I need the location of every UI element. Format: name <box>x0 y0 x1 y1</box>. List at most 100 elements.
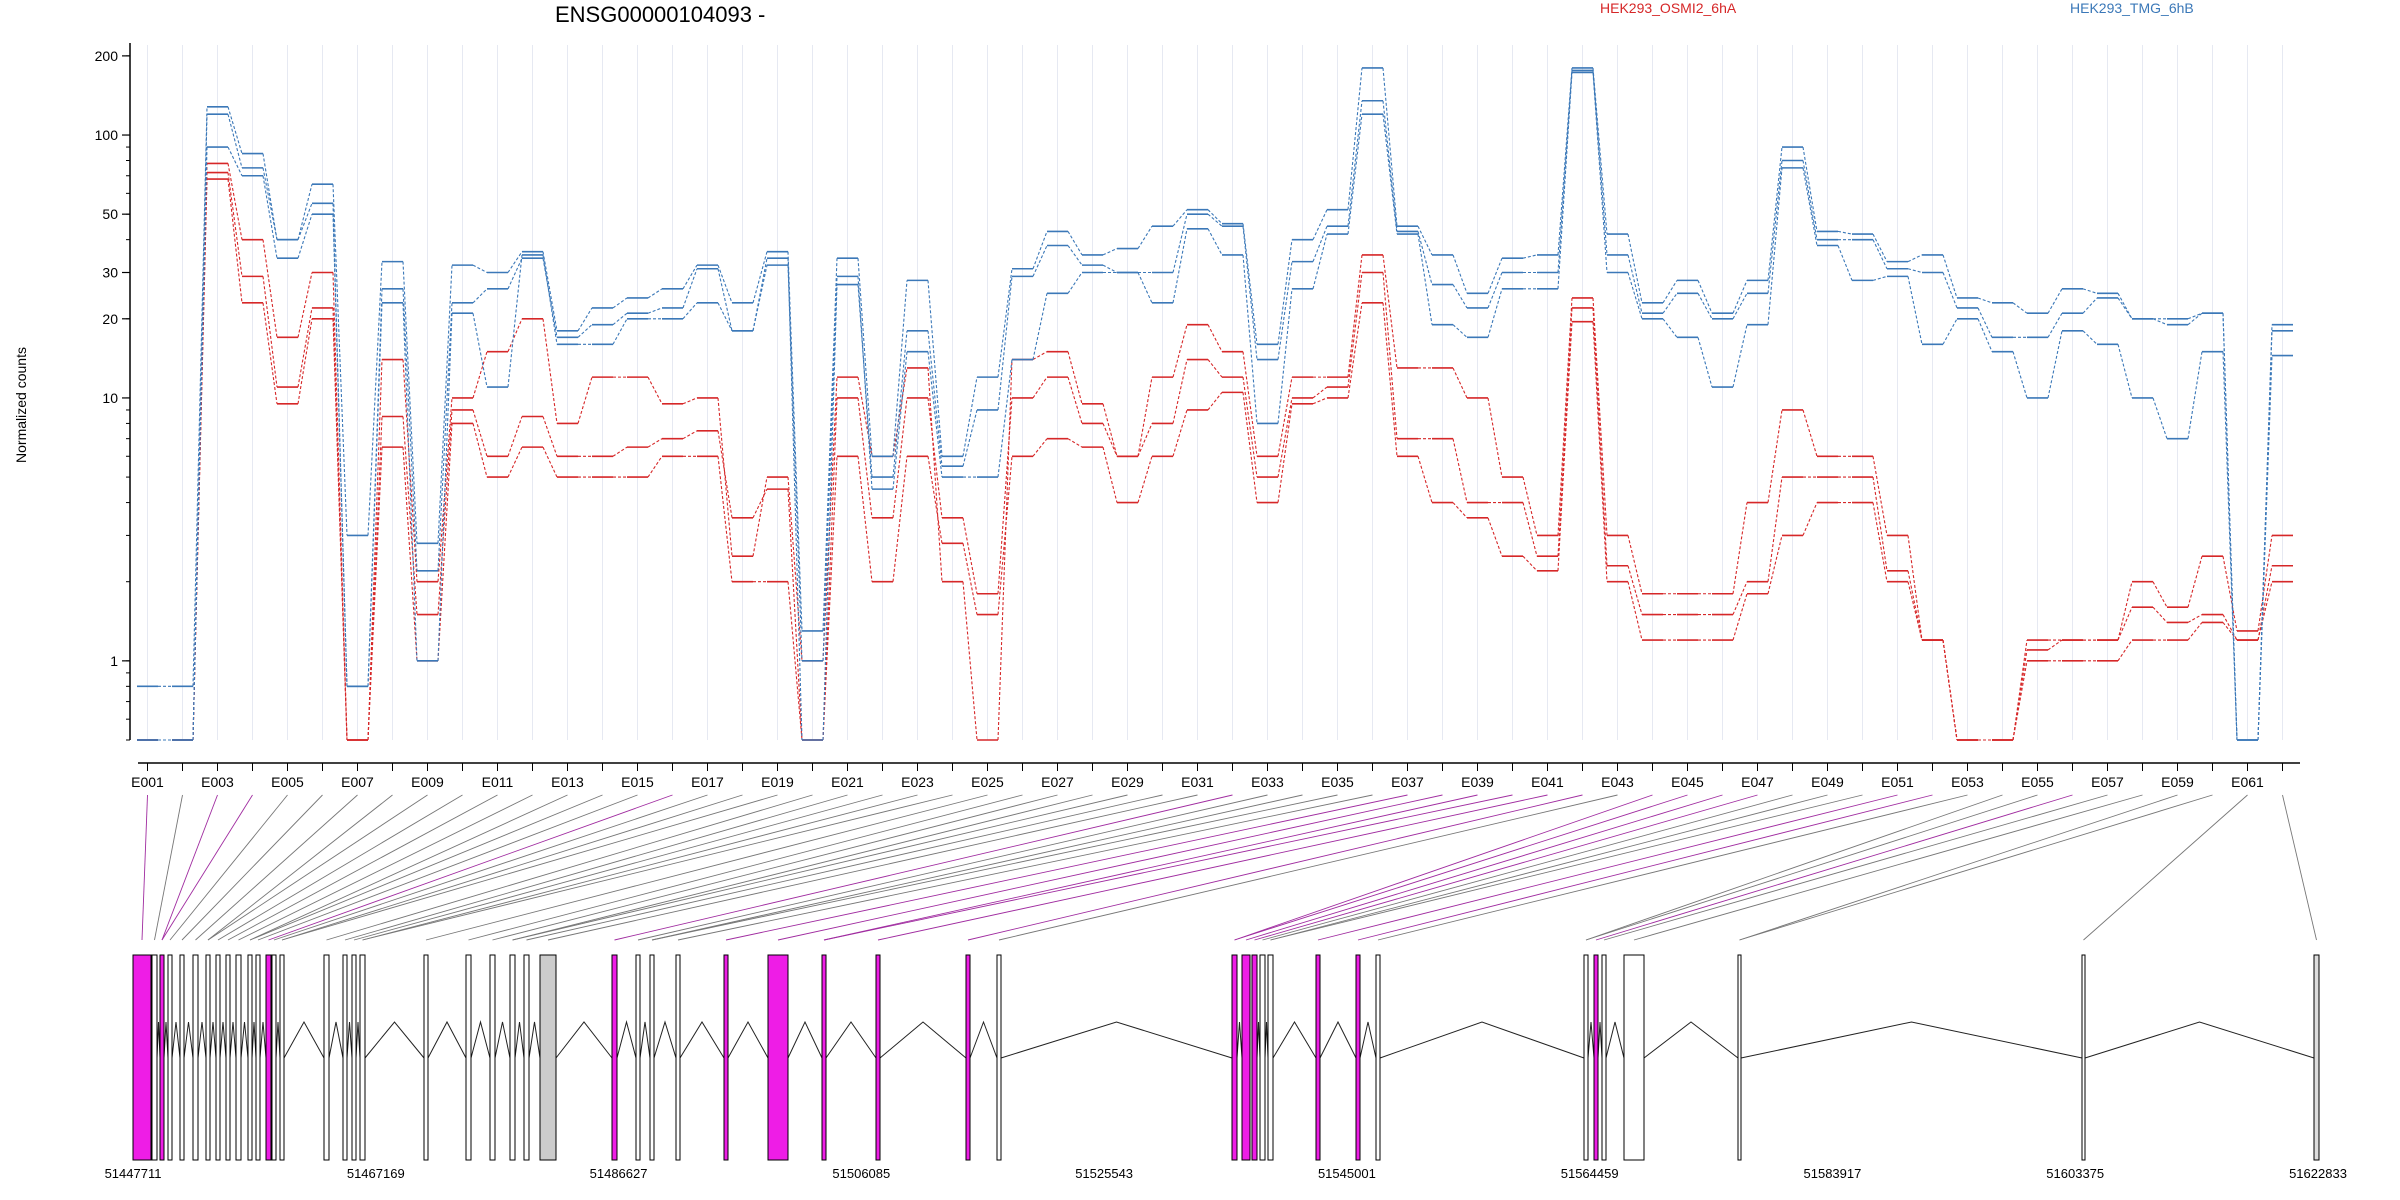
series-connector <box>507 257 523 290</box>
intron-line <box>219 1021 227 1059</box>
exon-connector <box>268 794 673 941</box>
exon-box <box>1259 954 1266 1161</box>
intron-line <box>787 1020 823 1059</box>
intron-line <box>879 1021 967 1059</box>
series-connector <box>1942 254 1958 299</box>
series-connector <box>787 258 803 741</box>
series-connector <box>1452 324 1468 338</box>
series-connector <box>2187 312 2203 326</box>
series-connector <box>2152 606 2168 623</box>
series-connector <box>1732 324 1748 388</box>
exon-box <box>359 954 366 1161</box>
x-tick-label: E057 <box>2091 774 2124 790</box>
series-connector <box>367 416 383 741</box>
series-connector <box>2012 302 2028 314</box>
series-connector <box>1767 409 1783 503</box>
series-connector <box>1732 502 1748 594</box>
exon-connector <box>154 794 183 941</box>
intron-line <box>969 1020 998 1059</box>
series-connector <box>507 416 523 457</box>
series-connector <box>1907 535 1923 641</box>
series-connector <box>1907 268 1923 274</box>
exon-connector <box>1234 794 1688 941</box>
intron-line <box>240 1021 249 1059</box>
series-connector <box>612 297 628 309</box>
exon-connector <box>1245 794 1723 941</box>
series-connector <box>472 288 488 304</box>
series-connector <box>1942 318 1958 345</box>
exon-connector <box>1254 794 1758 941</box>
genomic-tick-label: 51564459 <box>1561 1166 1619 1181</box>
x-tick-label: E033 <box>1251 774 1284 790</box>
exon-box <box>271 954 277 1161</box>
y-tick-label: 30 <box>102 264 118 280</box>
series-connector <box>332 184 348 536</box>
series-connector <box>367 359 383 741</box>
series-connector <box>1032 231 1048 269</box>
exon-box <box>523 954 530 1161</box>
x-tick-label: E061 <box>2231 774 2264 790</box>
series-connector <box>227 114 243 169</box>
series-connector <box>1277 239 1293 345</box>
series-connector <box>1277 377 1293 457</box>
exon-connector <box>777 794 1443 941</box>
exon-connector <box>967 794 1583 941</box>
series-connector <box>1207 228 1223 256</box>
intron-line <box>163 1021 169 1059</box>
exon-connector <box>249 794 568 941</box>
series-connector <box>2152 397 2168 439</box>
series-connector <box>1452 254 1468 294</box>
x-tick-label: E041 <box>1531 774 1564 790</box>
series-connector <box>472 264 488 273</box>
series-connector <box>542 258 558 338</box>
series-connector <box>787 489 803 741</box>
exon-connector <box>547 794 1198 941</box>
series-connector <box>752 265 768 331</box>
exon-connector <box>468 794 1023 941</box>
y-axis-label: Normalized counts <box>13 347 29 463</box>
series-connector <box>892 351 908 490</box>
series-connector <box>1102 248 1118 256</box>
intron-line <box>1379 1021 1585 1059</box>
x-tick-label: E001 <box>131 774 164 790</box>
exon-box <box>1267 954 1274 1161</box>
series-connector <box>927 330 943 467</box>
series-connector <box>612 312 628 326</box>
series-connector <box>1417 225 1433 256</box>
series-connector <box>1592 307 1608 566</box>
series-connector <box>507 446 523 478</box>
series-connector <box>1207 359 1223 378</box>
exon-box <box>1601 954 1607 1161</box>
exon-connector <box>207 794 428 941</box>
series-connector <box>297 184 313 240</box>
series-connector <box>1277 397 1293 478</box>
exon-box <box>351 954 357 1161</box>
series-connector <box>1627 565 1643 615</box>
series-connector <box>2222 351 2238 741</box>
series-connector <box>507 251 523 273</box>
exon-connector <box>1603 794 2108 941</box>
x-tick-label: E023 <box>901 774 934 790</box>
series-connector <box>1627 233 1643 303</box>
series-connector <box>1032 438 1048 457</box>
series-connector <box>262 167 278 240</box>
series-connector <box>367 261 383 536</box>
exon-connector <box>651 794 1338 941</box>
series-connector <box>2257 581 2273 641</box>
series-connector <box>1207 213 1223 227</box>
series-connector <box>2082 288 2098 294</box>
exon-connector <box>1317 794 1898 941</box>
series-connector <box>1347 114 1363 235</box>
exon-box <box>235 954 242 1161</box>
exon-connector <box>281 794 743 941</box>
exon-box <box>1583 954 1589 1161</box>
series-connector <box>857 377 873 457</box>
series-connector <box>1802 167 1818 246</box>
exon-connector <box>169 794 288 941</box>
series-connector <box>297 318 313 404</box>
series-connector <box>1417 231 1433 285</box>
series-connector <box>717 456 733 582</box>
series-connector <box>297 272 313 338</box>
series-connector <box>192 147 208 741</box>
series-connector <box>682 430 698 440</box>
